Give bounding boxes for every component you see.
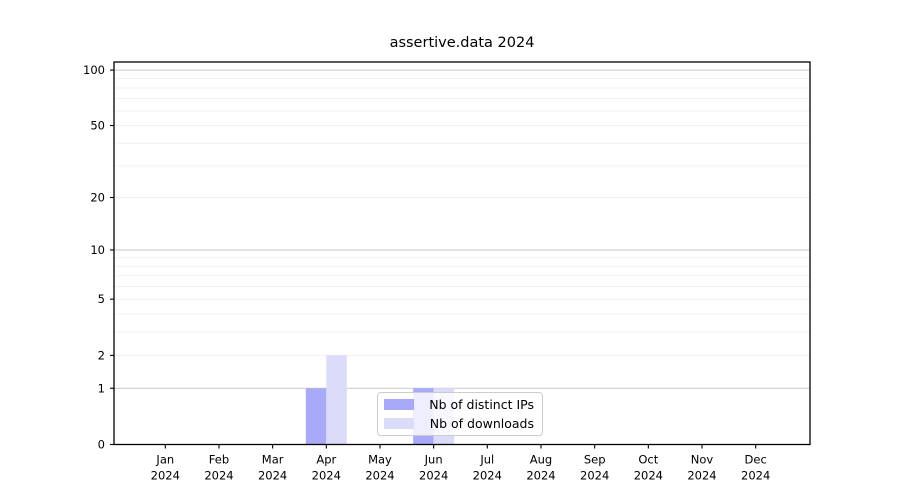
legend-swatch-downloads-icon xyxy=(384,417,414,429)
x-tick-label-month: Dec xyxy=(745,453,767,467)
x-tick-label-month: May xyxy=(368,453,392,467)
y-tick-label: 0 xyxy=(98,438,105,452)
y-tick-label: 50 xyxy=(90,119,105,133)
legend-item-distinct-ips: Nb of distinct IPs xyxy=(384,397,534,413)
x-tick-label-year: 2024 xyxy=(151,469,180,483)
x-tick-label-month: Jun xyxy=(424,453,443,467)
legend: Nb of distinct IPs Nb of downloads xyxy=(377,392,543,436)
gridlines xyxy=(114,69,810,389)
y-tick-label: 20 xyxy=(90,191,105,205)
y-tick-label: 2 xyxy=(98,348,105,362)
plot-border xyxy=(113,61,811,446)
y-tick-label: 5 xyxy=(98,292,105,306)
x-axis: Jan 2024 Feb 2024 Mar 2024 Apr 2024 May 2024 Jun 20… xyxy=(151,444,770,483)
y-tick-label: 10 xyxy=(90,243,105,257)
x-tick-label-month: Jul xyxy=(479,453,494,467)
x-tick-label-month: Jan xyxy=(155,453,174,467)
chart-title: assertive.data 2024 xyxy=(389,35,535,51)
x-tick-label-year: 2024 xyxy=(419,469,448,483)
spines xyxy=(113,61,811,446)
x-tick-label-year: 2024 xyxy=(473,469,502,483)
x-tick-label-year: 2024 xyxy=(365,469,394,483)
legend-swatch-distinct-ips-icon xyxy=(384,399,414,411)
legend-label-distinct-ips: Nb of distinct IPs xyxy=(429,397,534,413)
y-tick-label: 100 xyxy=(83,63,105,77)
y-tick-label: 1 xyxy=(98,381,105,395)
bar-distinct-ips-apr xyxy=(305,388,327,445)
x-tick-label-month: Mar xyxy=(262,453,284,467)
bar-downloads-apr xyxy=(326,355,347,445)
x-tick-label-month: Nov xyxy=(691,453,714,467)
x-tick-label-year: 2024 xyxy=(741,469,770,483)
x-tick-label-year: 2024 xyxy=(258,469,287,483)
x-tick-label-year: 2024 xyxy=(204,469,233,483)
x-tick-label-month: Feb xyxy=(209,453,229,467)
x-tick-label-year: 2024 xyxy=(634,469,663,483)
x-tick-label-month: Sep xyxy=(584,453,606,467)
y-axis: 0 1 2 5 10 20 50 100 xyxy=(83,63,114,452)
x-tick-label-year: 2024 xyxy=(580,469,609,483)
x-tick-label-month: Oct xyxy=(638,453,658,467)
x-tick-label-year: 2024 xyxy=(687,469,716,483)
x-tick-label-month: Aug xyxy=(530,453,552,467)
x-tick-label-month: Apr xyxy=(316,453,336,467)
x-tick-label-year: 2024 xyxy=(526,469,555,483)
x-tick-label-year: 2024 xyxy=(312,469,341,483)
legend-label-downloads: Nb of downloads xyxy=(429,415,534,431)
legend-item-downloads: Nb of downloads xyxy=(384,416,534,432)
